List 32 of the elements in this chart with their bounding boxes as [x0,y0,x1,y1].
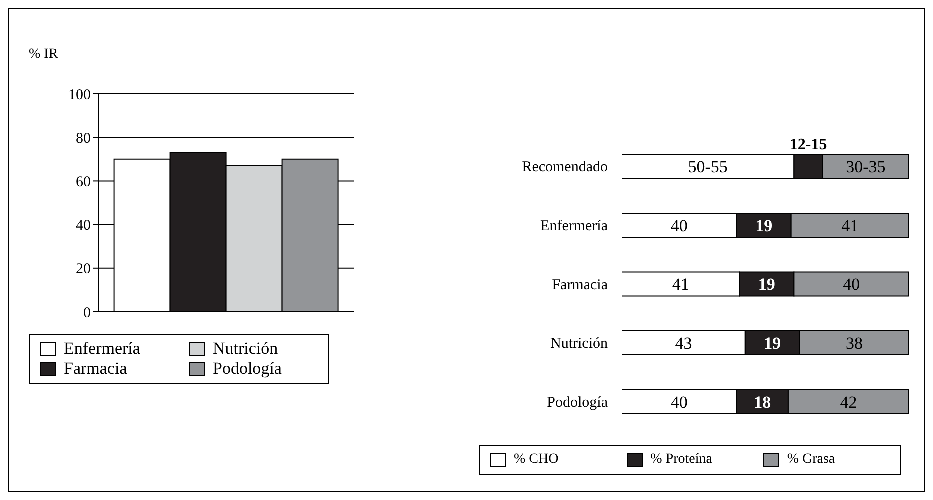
data-label: 19 [758,275,776,294]
data-label: 41 [842,216,859,236]
y-tick-label: 40 [76,218,91,234]
y-tick-label: Enfermería [540,218,608,235]
data-label: 19 [764,334,782,354]
y-tick-label: Podología [547,394,608,411]
data-label: 18 [754,392,772,412]
y-tick-label: 80 [76,130,91,147]
y-axis-title: % IR [29,47,58,63]
y-tick-label: 100 [68,87,91,104]
data-label: 38 [846,334,863,354]
y-tick-label: 0 [84,305,91,322]
data-label: 43 [675,334,692,354]
y-tick-label: Nutrición [550,336,608,352]
data-label: 40 [670,216,688,236]
legend-label: Podología [213,359,282,379]
y-tick-label: Recomendado [522,160,608,176]
legend-label: % CHO [514,451,559,469]
data-label: 19 [756,216,773,236]
data-label: 12-15 [790,136,828,154]
legend-label: Nutrición [213,339,278,359]
data-label: 30-35 [846,158,886,177]
data-label: 40 [670,392,688,412]
y-tick-label: 60 [76,174,91,191]
y-tick-label: 20 [76,262,91,278]
legend-label: % Proteína [650,451,712,469]
data-label: 41 [672,275,690,294]
data-label: 50-55 [688,158,728,177]
y-tick-label: Farmacia [552,277,608,294]
legend-label: % Grasa [787,451,836,469]
data-label: 42 [840,392,858,412]
data-label: 40 [843,275,860,294]
